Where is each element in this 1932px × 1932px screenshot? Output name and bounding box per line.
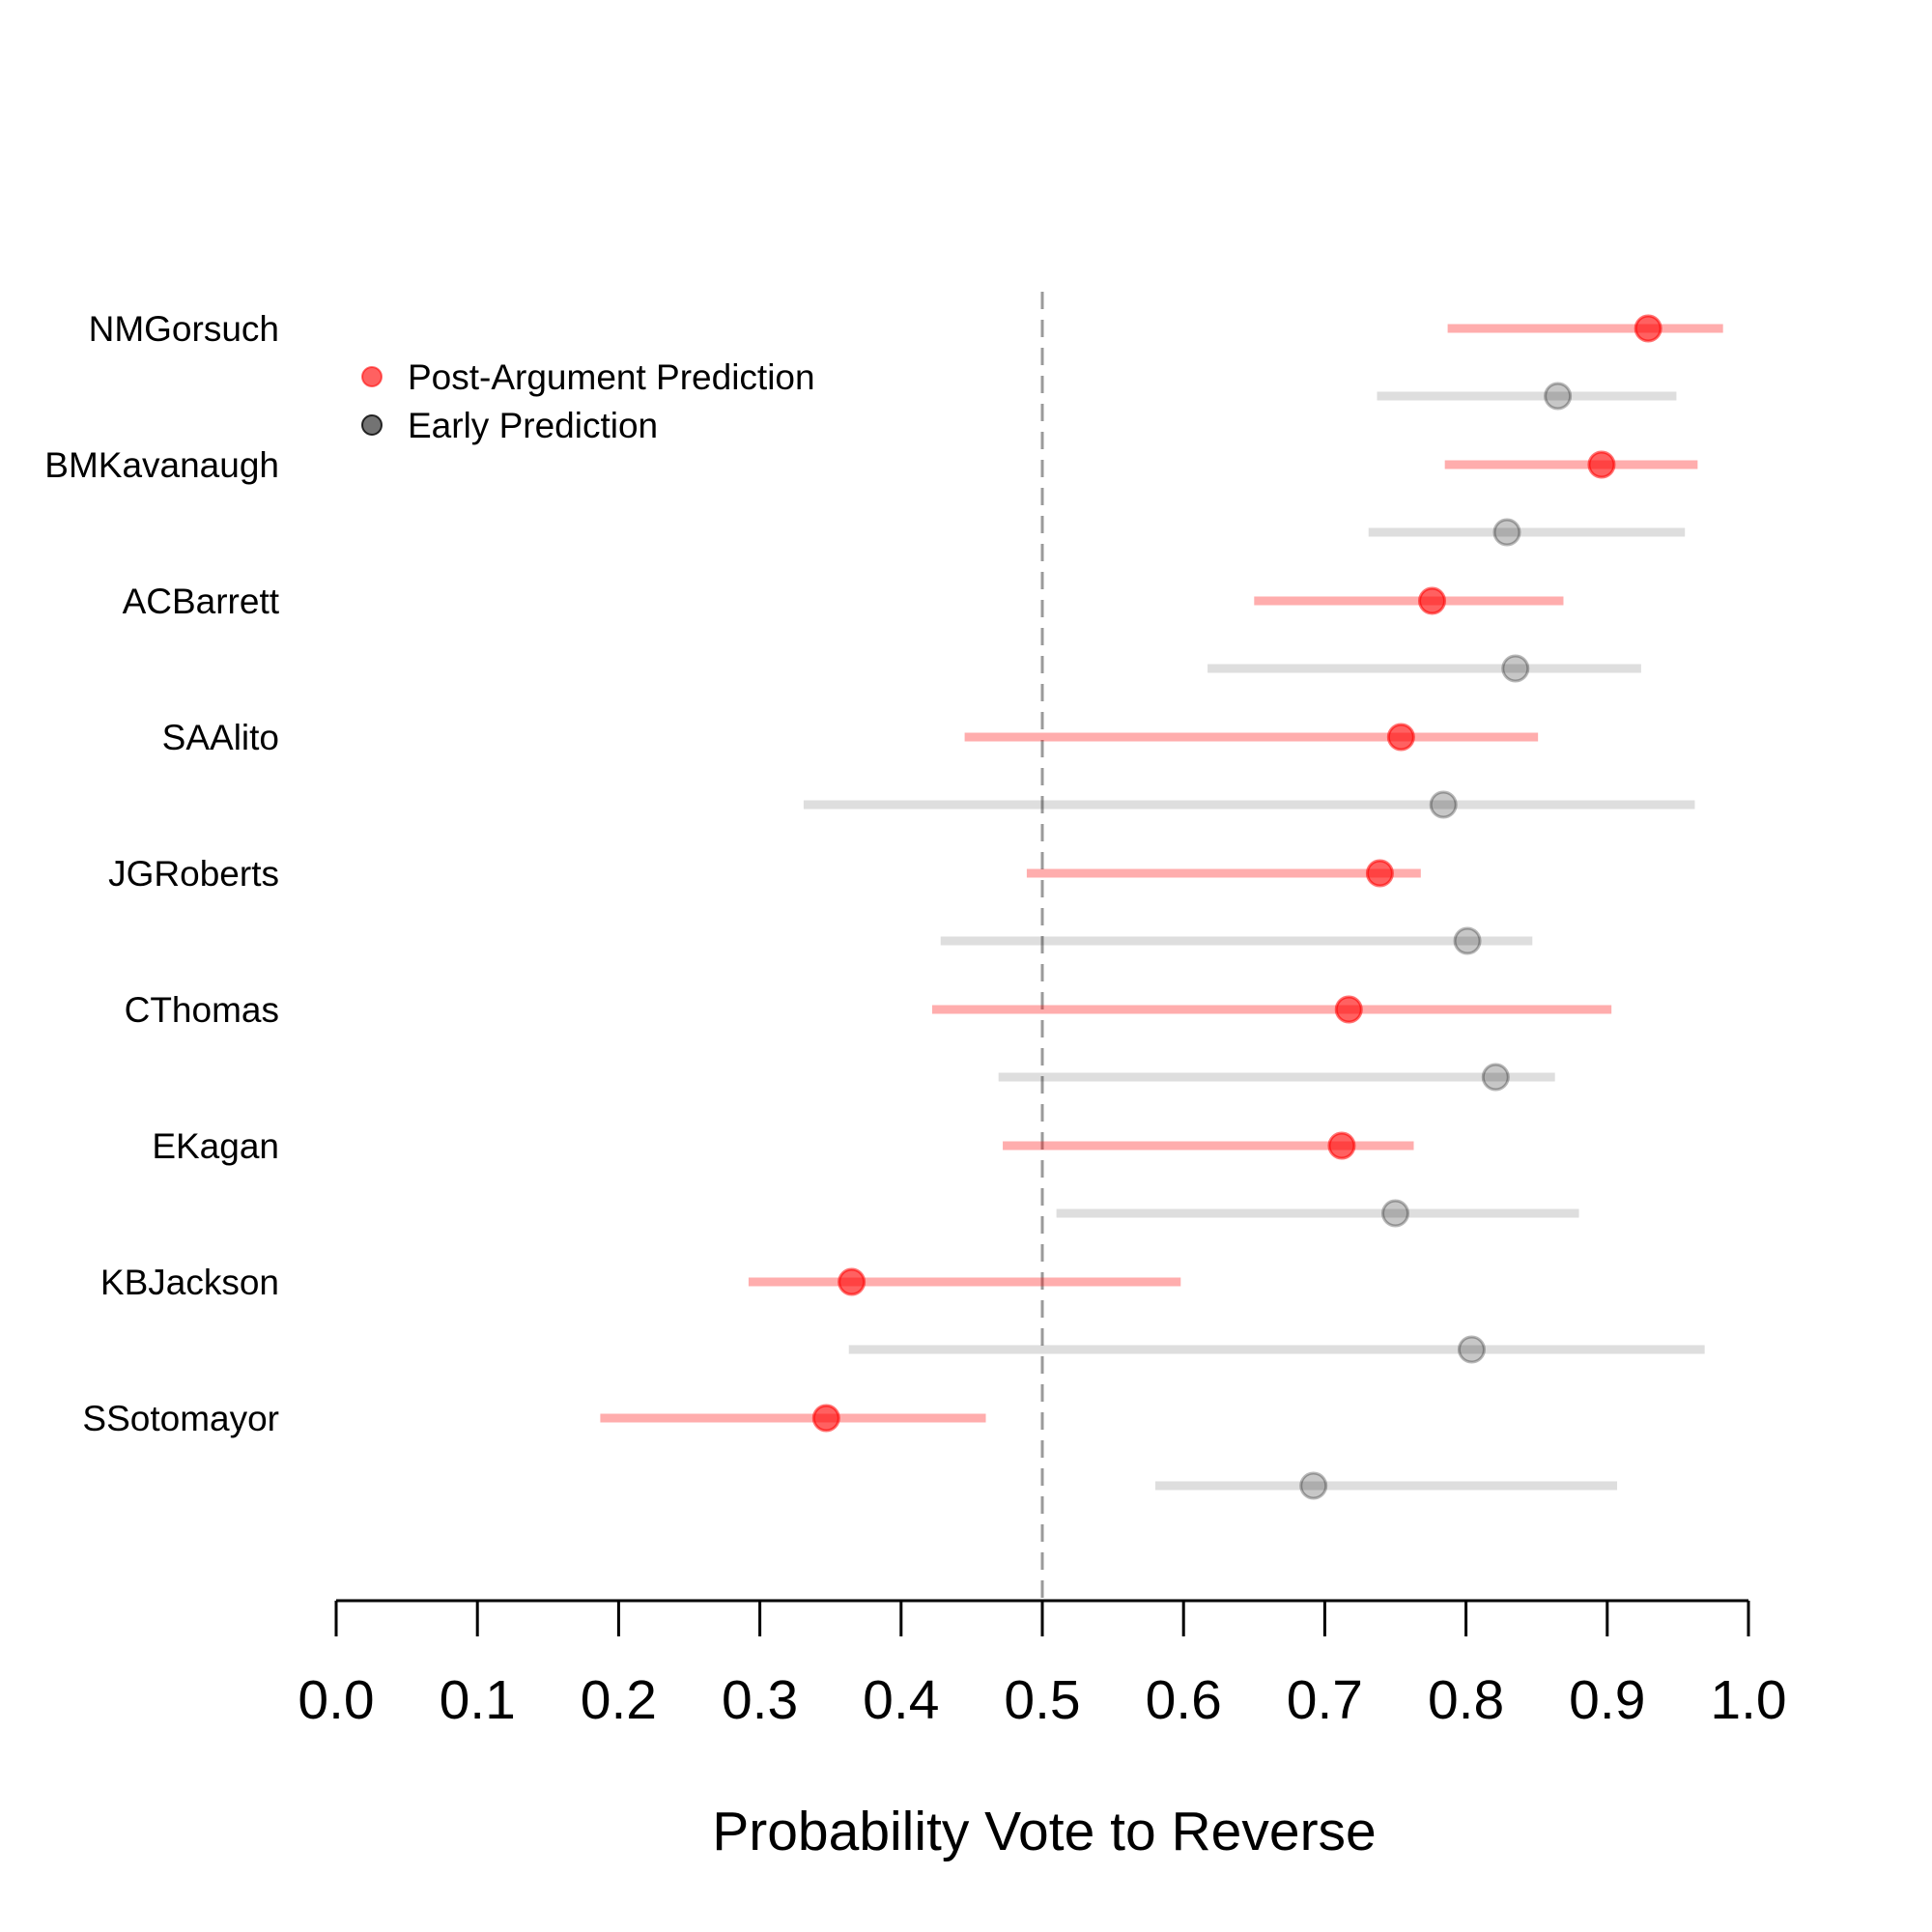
x-tick-label: 0.4 xyxy=(863,1669,939,1731)
x-tick-label: 0.2 xyxy=(581,1669,657,1731)
x-tick-label: 0.1 xyxy=(440,1669,516,1731)
legend-early-prediction-label: Early Prediction xyxy=(408,406,658,445)
early-estimate-kbjackson xyxy=(1457,1335,1486,1364)
justice-label-ekagan: EKagan xyxy=(152,1126,279,1166)
post-estimate-acbarrett xyxy=(1418,586,1447,615)
justice-label-bmkavanaugh: BMKavanaugh xyxy=(44,445,279,485)
legend-early-prediction-marker xyxy=(361,414,383,436)
post-estimate-ekagan xyxy=(1327,1131,1356,1160)
x-tick-label: 0.7 xyxy=(1287,1669,1363,1731)
early-estimate-acbarrett xyxy=(1501,654,1530,683)
legend-post-argument-label: Post-Argument Prediction xyxy=(408,357,815,397)
post-estimate-kbjackson xyxy=(838,1267,867,1296)
interval-layer xyxy=(600,314,1723,1500)
early-estimate-ssotomayor xyxy=(1299,1471,1328,1500)
x-tick-label: 0.3 xyxy=(722,1669,798,1731)
x-axis-title: Probability Vote to Reverse xyxy=(712,1801,1377,1862)
early-estimate-saalito xyxy=(1429,790,1458,819)
justice-label-saalito: SAAlito xyxy=(162,718,279,757)
justice-label-layer: NMGorsuch BMKavanaugh ACBarrett SAAlito JGRo… xyxy=(44,309,279,1438)
x-tick-label: 1.0 xyxy=(1710,1669,1786,1731)
early-estimate-ekagan xyxy=(1381,1199,1409,1228)
post-estimate-jgroberts xyxy=(1365,859,1394,888)
early-estimate-jgroberts xyxy=(1453,926,1482,955)
justice-label-jgroberts: JGRoberts xyxy=(108,854,279,894)
x-tick-label: 0.8 xyxy=(1428,1669,1504,1731)
early-estimate-cthomas xyxy=(1481,1063,1510,1092)
legend: Post-Argument Prediction Early Predictio… xyxy=(361,357,815,445)
justice-label-ssotomayor: SSotomayor xyxy=(82,1399,279,1438)
post-estimate-bmkavanaugh xyxy=(1587,450,1616,479)
justice-label-cthomas: CThomas xyxy=(125,990,279,1030)
x-tick-label: 0.5 xyxy=(1004,1669,1080,1731)
justice-label-acbarrett: ACBarrett xyxy=(123,582,280,621)
post-estimate-saalito xyxy=(1386,723,1415,752)
x-tick-label: 0.0 xyxy=(298,1669,374,1731)
post-estimate-ssotomayor xyxy=(811,1404,840,1433)
early-estimate-nmgorsuch xyxy=(1544,382,1573,411)
early-estimate-bmkavanaugh xyxy=(1492,518,1521,547)
post-estimate-nmgorsuch xyxy=(1634,314,1662,343)
x-axis: 0.0 0.1 0.2 0.3 0.4 0.5 0.6 0.7 0.8 0.9 1.0 xyxy=(298,1599,1787,1731)
x-tick-label: 0.9 xyxy=(1569,1669,1645,1731)
post-estimate-cthomas xyxy=(1334,995,1363,1024)
justice-label-nmgorsuch: NMGorsuch xyxy=(89,309,279,349)
justice-label-kbjackson: KBJackson xyxy=(100,1263,279,1302)
x-tick-label: 0.6 xyxy=(1146,1669,1222,1731)
legend-post-argument-marker xyxy=(361,366,383,387)
